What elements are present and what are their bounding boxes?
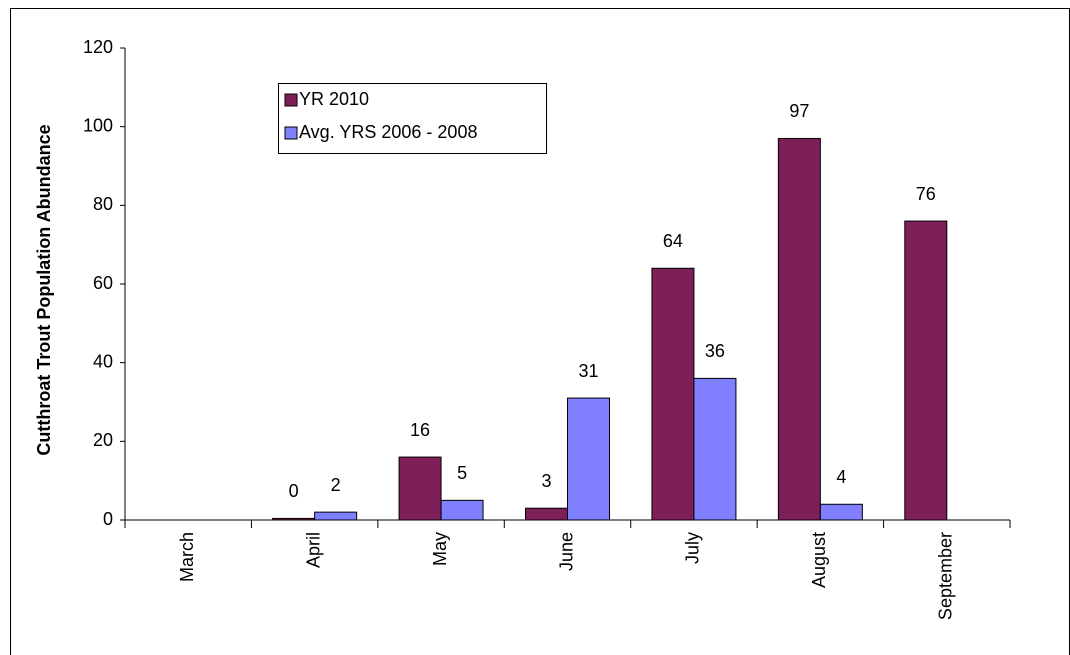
value-label: 64: [663, 231, 683, 251]
bar: [314, 511, 358, 521]
value-label: 76: [916, 184, 936, 204]
bar: [651, 267, 695, 521]
value-label: 97: [789, 101, 809, 121]
x-tick-label: July: [683, 532, 703, 564]
y-tick-label: 100: [83, 115, 113, 135]
value-label: 31: [578, 361, 598, 381]
bar: [693, 377, 737, 521]
bar: [904, 220, 948, 521]
bar: [525, 507, 568, 521]
bar: [272, 517, 316, 521]
x-tick-label: April: [303, 532, 323, 568]
bar: [819, 503, 863, 521]
value-label: 2: [331, 475, 341, 495]
legend-label: YR 2010: [299, 89, 369, 109]
legend-swatch: [284, 126, 298, 140]
x-tick-label: June: [556, 532, 576, 571]
y-tick-label: 80: [93, 194, 113, 214]
value-label: 3: [541, 471, 551, 491]
legend-label: Avg. YRS 2006 - 2008: [299, 122, 477, 142]
y-tick-label: 0: [103, 509, 113, 529]
value-label: 4: [836, 467, 846, 487]
legend: [278, 83, 547, 154]
value-label: 5: [457, 463, 467, 483]
x-tick-label: March: [177, 532, 197, 582]
bar: [567, 397, 610, 521]
y-tick-label: 120: [83, 37, 113, 57]
y-tick-label: 20: [93, 430, 113, 450]
value-label: 0: [289, 481, 299, 501]
bar: [398, 456, 442, 521]
y-tick-label: 60: [93, 273, 113, 293]
y-axis-title: Cutthroat Trout Population Abundance: [34, 124, 54, 455]
y-tick-label: 40: [93, 351, 113, 371]
x-tick-label: August: [809, 532, 829, 588]
value-label: 36: [705, 341, 725, 361]
legend-swatch: [284, 93, 298, 107]
x-tick-label: May: [430, 532, 450, 566]
value-label: 16: [410, 420, 430, 440]
bar: [777, 137, 821, 521]
bar: [440, 499, 484, 521]
x-tick-label: September: [936, 532, 956, 620]
